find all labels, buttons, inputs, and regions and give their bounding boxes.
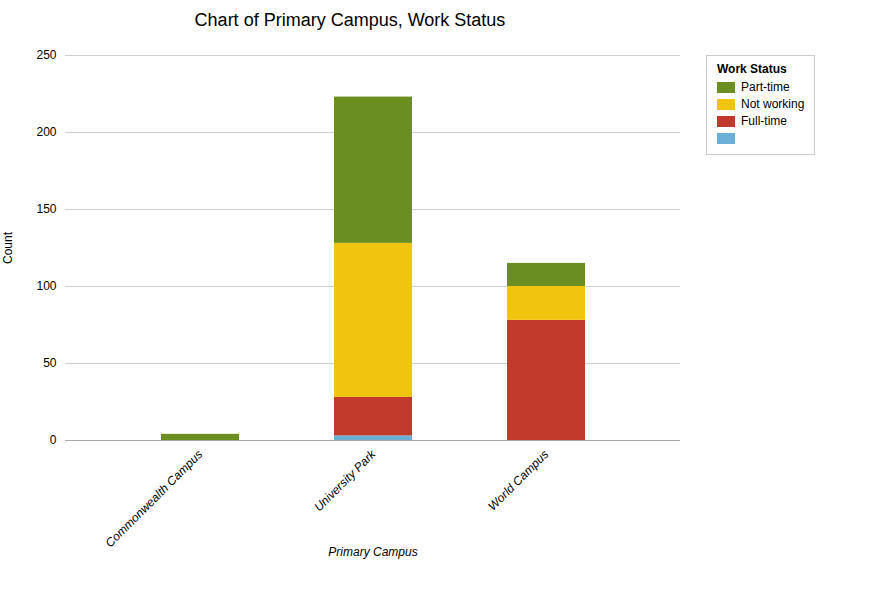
svg-text:University Park: University Park [311, 447, 379, 515]
svg-text:Primary Campus: Primary Campus [328, 545, 417, 559]
html-text:Part-time: Part-time [741, 80, 790, 94]
svg-text:150: 150 [36, 202, 56, 216]
svg-text:Commonwealth Campus: Commonwealth Campus [103, 447, 206, 550]
svg-text:50: 50 [43, 356, 57, 370]
svg-text:Count: Count [1, 231, 15, 264]
svg-text:250: 250 [36, 48, 56, 62]
svg-text:World Campus: World Campus [485, 447, 551, 513]
html-text:Chart of Primary Campus, Work: Chart of Primary Campus, Work Status [194, 10, 506, 30]
svg-text:100: 100 [36, 279, 56, 293]
svg-text:200: 200 [36, 125, 56, 139]
html-text:Full-time: Full-time [741, 114, 787, 128]
html-text:Not working: Not working [741, 97, 805, 111]
svg-text:0: 0 [50, 433, 57, 447]
html-text:Work Status: Work Status [717, 62, 787, 76]
